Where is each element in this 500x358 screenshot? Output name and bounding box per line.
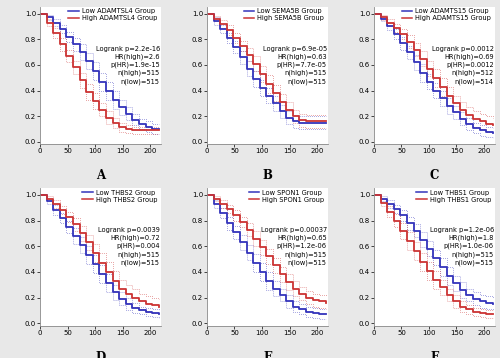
- Text: Logrank p=1.2e-06
HR(high)=1.8
p(HR)=1.0e-06
n(high)=515
n(low)=515: Logrank p=1.2e-06 HR(high)=1.8 p(HR)=1.0…: [430, 227, 494, 266]
- Legend: Low THBS1 Group, High THBS1 Group: Low THBS1 Group, High THBS1 Group: [416, 189, 492, 203]
- Text: Logrank p=0.0012
HR(high)=0.69
p(HR)=0.0012
n(high)=512
n(low)=514: Logrank p=0.0012 HR(high)=0.69 p(HR)=0.0…: [432, 45, 494, 84]
- Text: F: F: [430, 350, 438, 358]
- Legend: Low SEMA5B Group, High SEMA5B Group: Low SEMA5B Group, High SEMA5B Group: [243, 8, 324, 22]
- Text: A: A: [96, 169, 105, 182]
- Legend: Low SPON1 Group, High SPON1 Group: Low SPON1 Group, High SPON1 Group: [248, 189, 324, 203]
- Text: B: B: [262, 169, 272, 182]
- Legend: Low ADAMTSL4 Group, High ADAMTSL4 Group: Low ADAMTSL4 Group, High ADAMTSL4 Group: [68, 8, 158, 22]
- Legend: Low ADAMTS15 Group, High ADAMTS15 Group: Low ADAMTS15 Group, High ADAMTS15 Group: [401, 8, 492, 22]
- Text: D: D: [96, 350, 106, 358]
- Legend: Low THBS2 Group, High THBS2 Group: Low THBS2 Group, High THBS2 Group: [82, 189, 158, 203]
- Text: C: C: [430, 169, 439, 182]
- Text: Logrank p=0.00037
HR(high)=0.65
p(HR)=1.2e-06
n(high)=515
n(low)=515: Logrank p=0.00037 HR(high)=0.65 p(HR)=1.…: [260, 227, 327, 266]
- Text: Logrank p=2.2e-16
HR(high)=2.6
p(HR)=1.9e-15
n(high)=515
n(low)=515: Logrank p=2.2e-16 HR(high)=2.6 p(HR)=1.9…: [96, 45, 160, 84]
- Text: Logrank p=0.0039
HR(high)=0.72
p(HR)=0.004
n(high)=515
n(low)=515: Logrank p=0.0039 HR(high)=0.72 p(HR)=0.0…: [98, 227, 160, 266]
- Text: Logrank p=6.9e-05
HR(high)=0.63
p(HR)=7.7e-05
n(high)=515
n(low)=515: Logrank p=6.9e-05 HR(high)=0.63 p(HR)=7.…: [262, 45, 327, 84]
- Text: E: E: [263, 350, 272, 358]
